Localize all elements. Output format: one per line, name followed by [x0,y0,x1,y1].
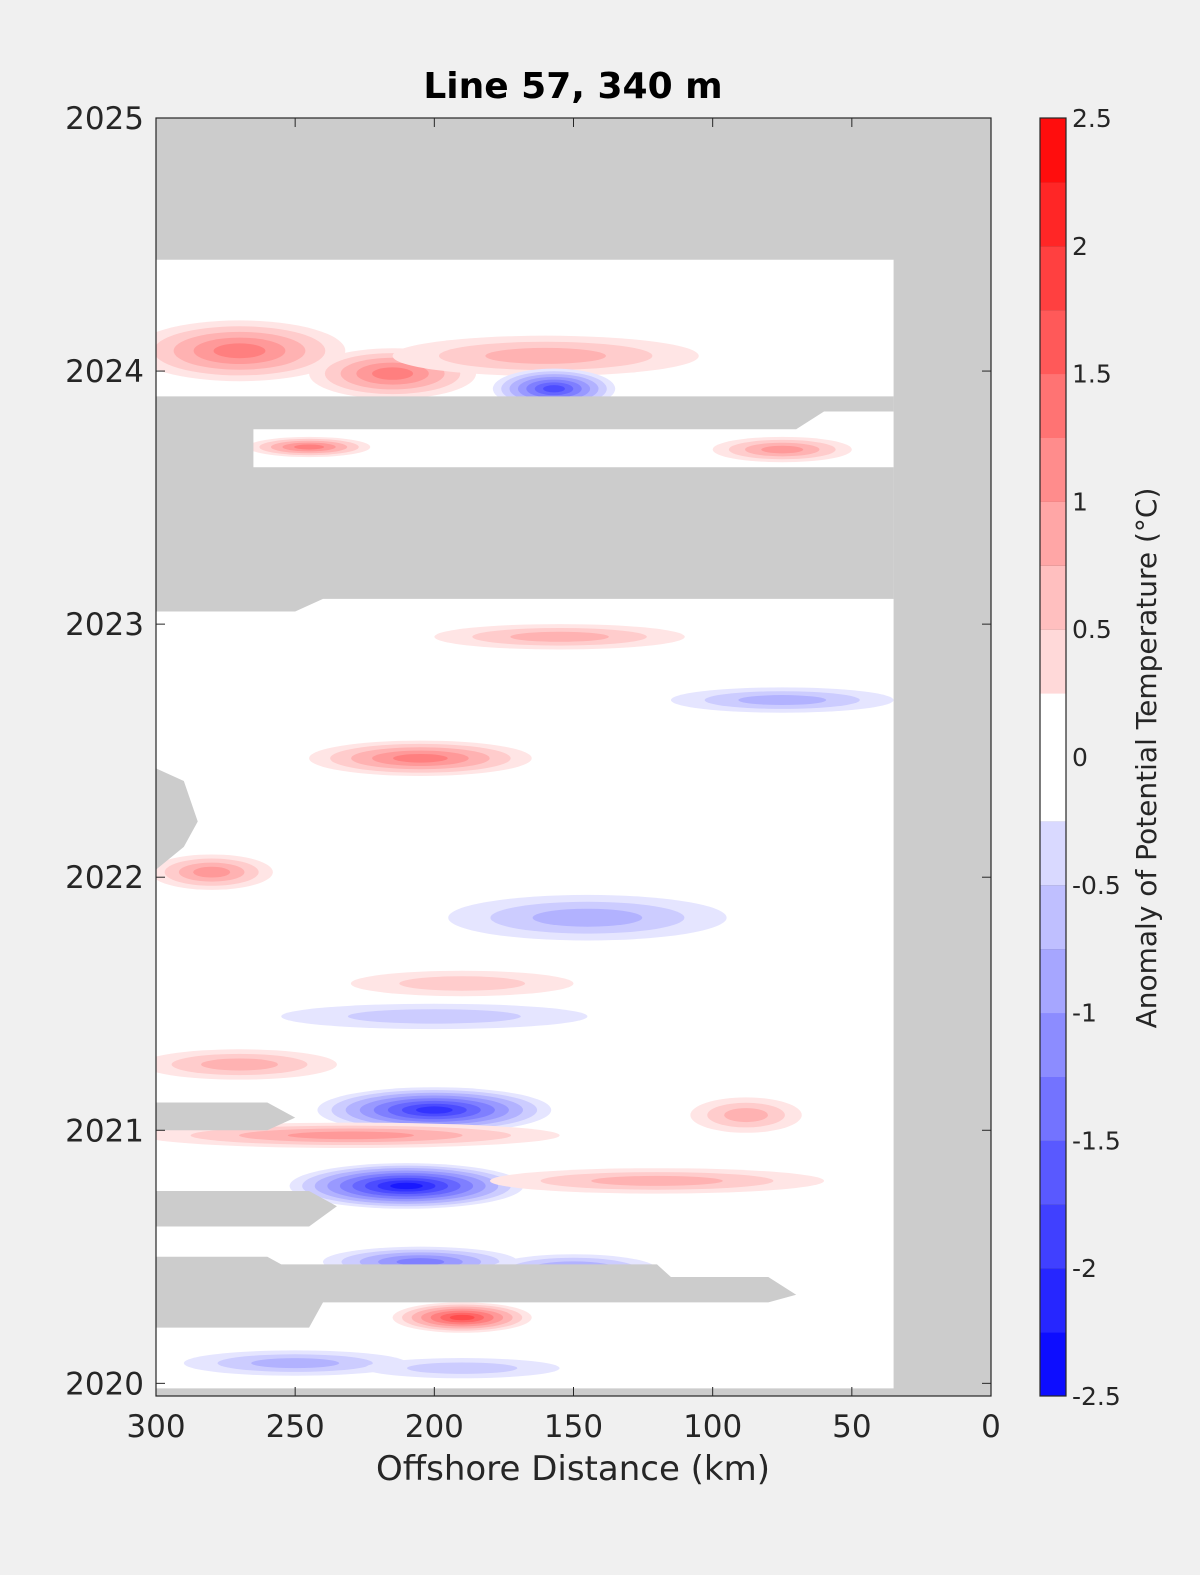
anomaly-feature [183,1350,407,1376]
colorbar-segment [1040,501,1066,566]
colorbar-tick-label: 0 [1072,743,1088,772]
y-tick-label: 2024 [65,354,144,390]
plot-area [156,118,991,1396]
contour-level [396,1258,445,1266]
anomaly-feature [670,687,894,713]
y-tick-label: 2022 [65,860,144,896]
contour-level [399,976,526,991]
colorbar-tick-label: -2.5 [1072,1382,1121,1411]
colorbar-segment [1040,118,1066,183]
contour-level [510,631,609,642]
anomaly-feature [712,436,852,463]
contour-level [738,695,827,706]
anomaly-feature [350,970,574,997]
contour-level [532,908,643,927]
colorbar-tick-label: -1 [1072,999,1097,1028]
contour-level [372,367,414,380]
contour-level [213,343,266,359]
contour-level [393,753,448,763]
chart-title: Line 57, 340 m [423,66,722,107]
anomaly-feature [156,320,346,382]
x-tick-label: 300 [126,1409,185,1445]
colorbar-frame [1039,117,1067,1397]
colorbar-label: Anomaly of Potential Temperature (°C) [1130,488,1163,1029]
colorbar-segment [1040,884,1066,950]
colorbar-tick-label: 2 [1072,232,1088,261]
anomaly-feature [281,1003,588,1030]
colorbar-segment [1040,629,1066,694]
no-data-gaps [156,396,894,1328]
colorbar-segment [1040,565,1066,630]
colorbar-segment [1040,820,1066,886]
contour-level [390,1182,423,1190]
contour-level [591,1175,723,1186]
colorbar-segment [1040,693,1066,758]
contour-level [294,444,325,450]
contour-level [251,1358,340,1369]
colorbar-segment [1040,1012,1066,1077]
contour-level [724,1108,768,1123]
colorbar-segment [1040,1204,1066,1269]
anomaly-feature [690,1097,802,1133]
anomaly-feature [364,1358,560,1379]
colorbar-tick-label: -2 [1072,1254,1097,1283]
x-axis-label: Offshore Distance (km) [376,1449,770,1489]
contour-level [287,1131,414,1140]
x-tick-label: 50 [832,1409,871,1445]
x-tick-label: 200 [405,1409,464,1445]
x-tick-label: 100 [683,1409,742,1445]
anomaly-feature [317,1087,552,1133]
x-tick-label: 250 [266,1409,325,1445]
contour-level [347,1009,521,1024]
anomaly-feature [490,1168,824,1194]
colorbar-tick-label: 1.5 [1072,360,1112,389]
colorbar-segment [1040,245,1066,311]
anomaly-feature [392,335,699,377]
colorbar-segment [1040,1332,1066,1397]
x-tick-label: 150 [544,1409,603,1445]
colorbar-segment [1040,373,1066,438]
contour-level [416,1106,453,1114]
anomaly-feature [392,1302,532,1333]
contour-level [449,1314,475,1321]
colorbar-segment [1040,948,1066,1014]
contour-level [543,385,565,393]
colorbar-segment [1040,437,1066,502]
contour-level [407,1362,518,1374]
y-axis: 2020 2021 2022 2023 2024 2025 [65,101,991,1402]
y-tick-label: 2021 [65,1113,144,1149]
colorbar-segment [1040,1140,1066,1205]
x-axis: 300 250 200 150 100 50 0 [126,118,1001,1445]
colorbar-tick-label: 2.5 [1072,104,1112,133]
colorbar: 2.5 2 1.5 1 0.5 0 -0.5 -1 -1.5 -2 -2.5 [1039,104,1121,1411]
anomaly-feature [247,436,371,458]
colorbar-segment [1040,309,1066,375]
colorbar-segment [1040,757,1066,822]
contour-level [761,445,804,454]
anomaly-feature [448,894,727,941]
anomaly-feature [156,854,273,890]
y-tick-label: 2023 [65,607,144,643]
anomaly-feature [156,1049,337,1080]
contour-level [485,347,606,364]
colorbar-tick-label: 0.5 [1072,615,1112,644]
anomaly-feature [434,624,685,650]
anomaly-feature [309,740,532,776]
contour-level [201,1058,278,1071]
contour-level [193,866,231,878]
y-tick-label: 2020 [65,1366,144,1402]
y-tick-label: 2025 [65,101,144,137]
colorbar-tick-label: -0.5 [1072,871,1121,900]
colorbar-tick-label: -1.5 [1072,1126,1121,1155]
colorbar-segment [1040,1076,1066,1141]
colorbar-tick-label: 1 [1072,487,1088,516]
colorbar-segment [1040,181,1066,247]
x-tick-label: 0 [981,1409,1001,1445]
anomaly-feature [289,1163,524,1209]
colorbar-segment [1040,1268,1066,1333]
